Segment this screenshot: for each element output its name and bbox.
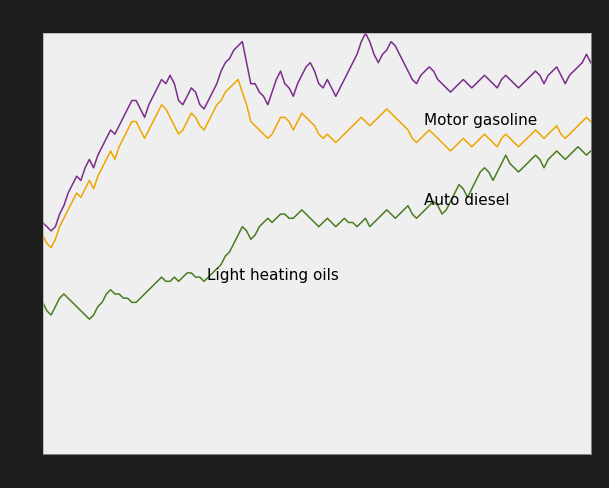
Text: Auto diesel: Auto diesel — [423, 192, 509, 207]
Text: Light heating oils: Light heating oils — [207, 268, 339, 283]
Text: Motor gasoline: Motor gasoline — [423, 112, 537, 127]
